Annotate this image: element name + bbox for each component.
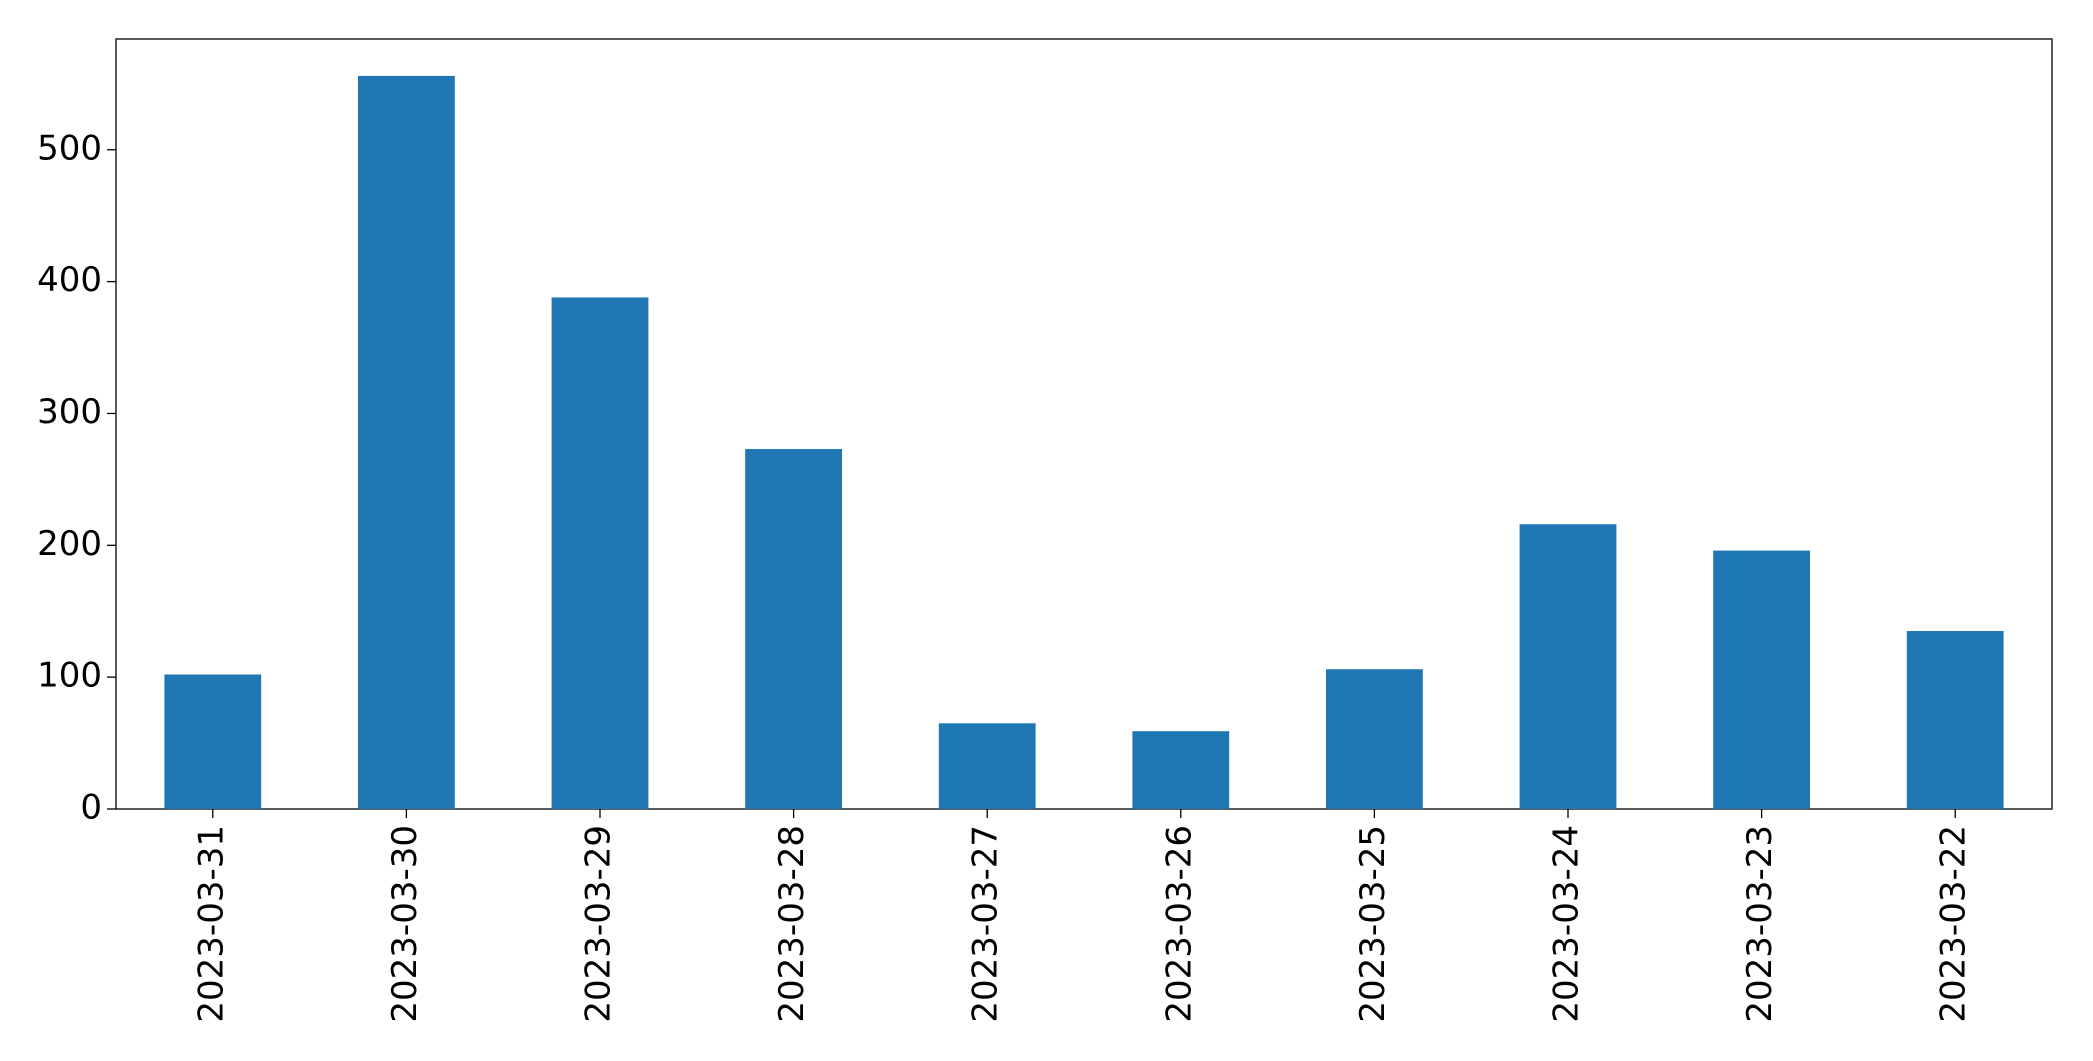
x-tick-label: 2023-03-30 bbox=[385, 825, 425, 1023]
bar bbox=[358, 75, 455, 810]
x-tick-label: 2023-03-29 bbox=[579, 825, 619, 1023]
bar bbox=[1326, 669, 1423, 809]
x-tick-label: 2023-03-26 bbox=[1159, 825, 1199, 1023]
y-tick-label: 0 bbox=[80, 788, 102, 828]
y-tick-label: 200 bbox=[37, 524, 102, 564]
bar bbox=[1713, 550, 1810, 809]
x-tick-label: 2023-03-31 bbox=[191, 825, 231, 1023]
x-tick-label: 2023-03-24 bbox=[1547, 825, 1587, 1023]
x-tick-label: 2023-03-25 bbox=[1353, 825, 1393, 1023]
axes-frame bbox=[115, 38, 2053, 810]
y-tick-label: 300 bbox=[37, 392, 102, 432]
y-tick-label: 500 bbox=[37, 128, 102, 168]
bar bbox=[551, 297, 649, 809]
x-tick-label: 2023-03-27 bbox=[966, 825, 1006, 1023]
bar bbox=[164, 674, 262, 809]
bar bbox=[938, 723, 1036, 809]
bar bbox=[1132, 731, 1230, 809]
x-tick-label: 2023-03-23 bbox=[1740, 825, 1780, 1023]
y-tick-label: 400 bbox=[37, 260, 102, 300]
bar bbox=[1906, 631, 2004, 809]
y-tick-label: 100 bbox=[37, 656, 102, 696]
x-tick-label: 2023-03-22 bbox=[1934, 825, 1974, 1023]
bar bbox=[1519, 524, 1617, 809]
bar bbox=[745, 449, 842, 809]
x-tick-label: 2023-03-28 bbox=[772, 825, 812, 1023]
